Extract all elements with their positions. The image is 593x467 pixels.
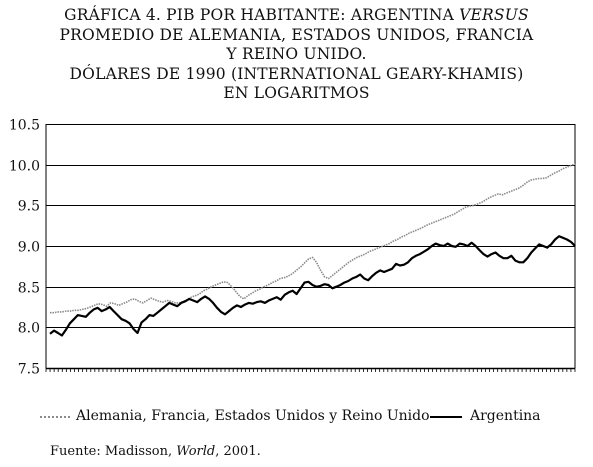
series-line-europe xyxy=(50,163,576,314)
title-line-2: PROMEDIO DE ALEMANIA, ESTADOS UNIDOS, FR… xyxy=(59,25,534,44)
legend-label-europe: Alemania, Francia, Estados Unidos y Rein… xyxy=(76,408,430,424)
grid-lines xyxy=(45,124,576,370)
y-tick-label: 7.5 xyxy=(18,362,40,378)
title-line-5: EN LOGARITMOS xyxy=(223,84,370,102)
y-tick-label: 10.0 xyxy=(9,159,40,175)
y-tick-label: 9.5 xyxy=(18,199,40,215)
y-tick-label: 8.5 xyxy=(18,281,40,297)
y-axis-tick-labels: 7.5 8.0 8.5 9.0 9.5 10.0 10.5 xyxy=(9,118,40,378)
y-tick-label: 8.0 xyxy=(18,321,40,337)
series-line-argentina xyxy=(49,235,576,337)
y-tick-label: 9.0 xyxy=(18,240,40,256)
title-line-4: DÓLARES DE 1990 (INTERNATIONAL GEARY-KHA… xyxy=(69,64,524,83)
legend-swatch-argentina xyxy=(430,416,462,418)
legend-swatch-europe xyxy=(40,416,70,418)
title-line-3: Y REINO UNIDO. xyxy=(226,45,367,63)
title-italic-versus: VERSUS xyxy=(459,6,529,24)
y-tick-label: 10.5 xyxy=(9,118,40,134)
title-line-1: GRÁFICA 4. PIB POR HABITANTE: ARGENTINA … xyxy=(64,6,529,24)
series-lines xyxy=(49,163,576,337)
legend-label-argentina: Argentina xyxy=(470,408,541,424)
x-axis-ticks xyxy=(45,368,576,372)
chart-title: GRÁFICA 4. PIB POR HABITANTE: ARGENTINA … xyxy=(0,6,593,104)
source-note: Fuente: Madisson, World, 2001. xyxy=(50,444,261,459)
